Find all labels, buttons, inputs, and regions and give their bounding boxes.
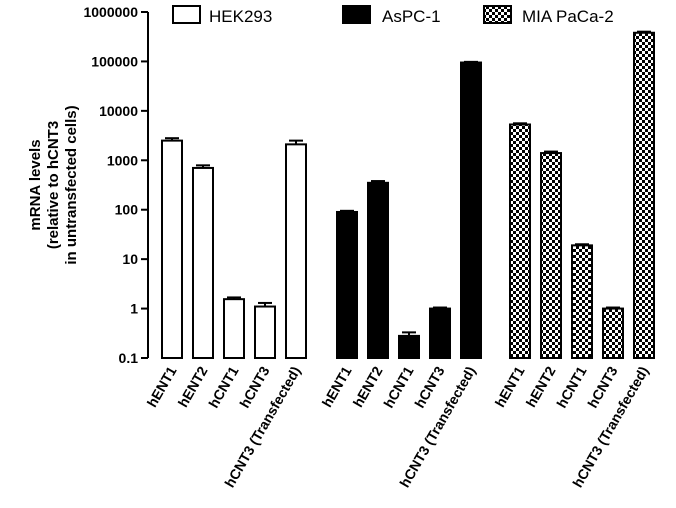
bar-mia-paca-2-0: [509, 123, 531, 359]
y-tick-label: 10: [122, 251, 138, 267]
y-axis-ticks: 0.1 1 10 100 1000 10000 100000 1000000: [83, 4, 148, 366]
x-category-label: hENT1: [492, 363, 528, 410]
legend-swatch-mia-paca2: [483, 5, 512, 24]
bar-aspc-1-4: [460, 61, 482, 359]
legend: HEK293 AsPC-1 MIA PaCa-2: [172, 5, 614, 26]
legend-swatch-hek293: [172, 5, 201, 24]
y-tick-label: 10000: [99, 103, 138, 119]
y-tick-label: 100000: [91, 53, 138, 69]
bar-aspc-1-2: [398, 334, 420, 359]
bar-mia-paca-2-3: [602, 307, 624, 360]
y-axis-label-line-2: (relative to hCNT3: [45, 121, 62, 249]
bar-mia-paca-2-4: [633, 31, 655, 360]
bar-hek293-0: [161, 139, 183, 359]
y-tick-label: 1000000: [83, 4, 138, 20]
bar-hek293-3: [254, 305, 276, 360]
legend-label-mia-paca2: MIA PaCa-2: [522, 7, 614, 26]
legend-label-aspc1: AsPC-1: [382, 7, 441, 26]
y-tick-label: 100: [115, 202, 139, 218]
bar-mia-paca-2-1: [540, 152, 562, 359]
y-tick-label: 1: [130, 301, 138, 317]
legend-label-hek293: HEK293: [209, 7, 272, 26]
bar-aspc-1-1: [367, 181, 389, 359]
y-axis-label-line-1: mRNA levels: [27, 139, 44, 230]
bar-hek293-4: [285, 143, 307, 359]
bar-aspc-1-0: [336, 210, 358, 359]
x-category-label: hENT1: [319, 363, 355, 410]
legend-swatch-aspc1: [342, 5, 371, 24]
y-tick-label: 0.1: [119, 350, 139, 366]
bar-hek293-2: [223, 298, 245, 359]
y-axis-label: mRNA levels (relative to hCNT3 in untran…: [27, 105, 80, 264]
y-tick-label: 1000: [107, 152, 138, 168]
bars: [161, 30, 655, 360]
y-axis-label-line-3: in untransfected cells): [63, 105, 80, 264]
bar-aspc-1-3: [429, 307, 451, 360]
x-category-label: hENT1: [144, 363, 180, 410]
bar-hek293-1: [192, 166, 214, 359]
bar-mia-paca-2-2: [571, 244, 593, 360]
